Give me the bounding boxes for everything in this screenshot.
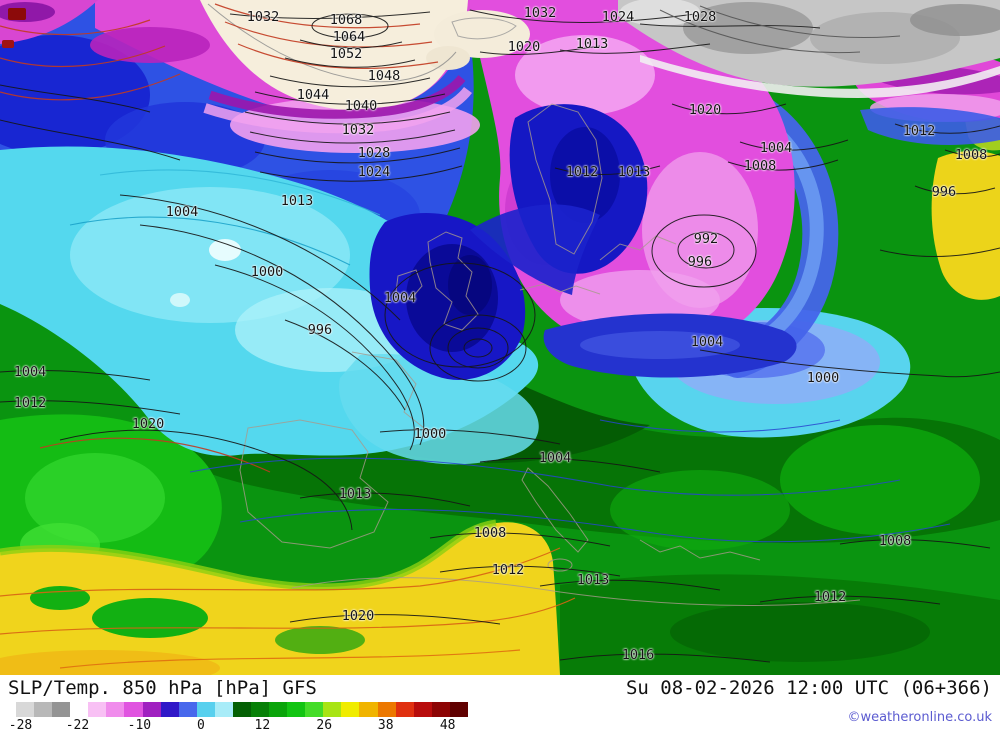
legend-color-segment: [214, 702, 233, 717]
legend-color-segment: [395, 702, 414, 717]
legend-tick: 26: [316, 718, 333, 733]
weather-map-canvas: [0, 0, 1000, 675]
legend-tick: -28: [8, 718, 33, 733]
legend-color-segment: [142, 702, 161, 717]
legend: -28 -22 -10 0 12 26 38 48: [9, 702, 468, 733]
legend-colorbar: [16, 702, 468, 717]
legend-tick: 48: [439, 718, 456, 733]
legend-tick: -10: [127, 718, 152, 733]
legend-color-segment: [106, 702, 125, 717]
map-title: SLP/Temp. 850 hPa [hPa] GFS: [8, 677, 317, 699]
footer-caption-row: SLP/Temp. 850 hPa [hPa] GFS Su 08-02-202…: [0, 675, 1000, 699]
legend-tick: 12: [254, 718, 271, 733]
legend-color-segment: [323, 702, 342, 717]
coastlines: [207, 3, 861, 607]
legend-color-segment: [377, 702, 396, 717]
legend-color-segment: [16, 702, 35, 717]
legend-color-segment: [34, 702, 53, 717]
legend-color-segment: [124, 702, 143, 717]
legend-color-segment: [431, 702, 450, 717]
legend-color-segment: [160, 702, 179, 717]
legend-color-segment: [88, 702, 107, 717]
legend-color-segment: [305, 702, 324, 717]
legend-color-segment: [449, 702, 468, 717]
isobar-contours: [0, 5, 1000, 663]
legend-tick: 38: [377, 718, 394, 733]
legend-color-segment: [413, 702, 432, 717]
legend-tick: 0: [196, 718, 205, 733]
legend-color-segment: [196, 702, 215, 717]
legend-color-segment: [359, 702, 378, 717]
legend-color-segment: [269, 702, 288, 717]
legend-color-segment: [70, 702, 89, 717]
temp-contours-blue: [69, 169, 951, 543]
map-datetime: Su 08-02-2026 12:00 UTC (06+366): [625, 677, 992, 699]
legend-tick: -22: [65, 718, 90, 733]
copyright-link[interactable]: ©weatheronline.co.uk: [847, 710, 992, 725]
legend-color-segment: [232, 702, 252, 717]
legend-color-segment: [52, 702, 71, 717]
legend-tick-row: -28 -22 -10 0 12 26 38 48: [9, 717, 468, 733]
legend-color-segment: [178, 702, 197, 717]
legend-color-segment: [251, 702, 270, 717]
weather-map: 1032 1068 1064 1052 1048 1044 1040 1032 1028 1024…: [0, 0, 1000, 675]
temperature-field: [0, 0, 1000, 675]
footer: SLP/Temp. 850 hPa [hPa] GFS Su 08-02-202…: [0, 675, 1000, 733]
legend-color-segment: [287, 702, 306, 717]
legend-color-segment: [341, 702, 360, 717]
